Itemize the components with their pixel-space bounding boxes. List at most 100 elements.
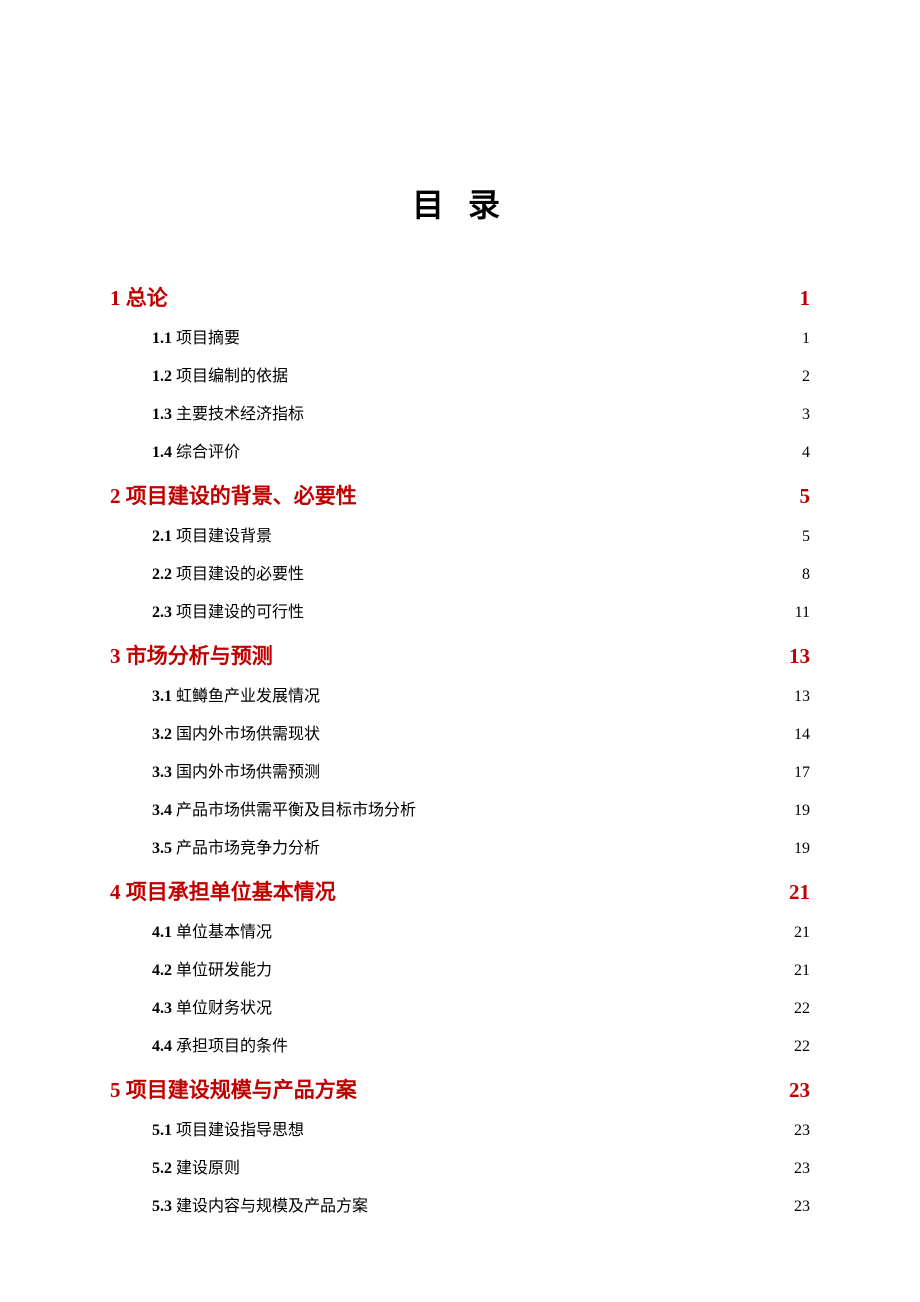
toc-level2-num: 5.1 (152, 1122, 172, 1139)
toc-level2-label: 4.1 单位基本情况 (152, 918, 272, 942)
toc-level2-page: 2 (802, 368, 810, 386)
toc-level2-page: 8 (802, 566, 810, 584)
toc-level2-page: 22 (794, 1038, 810, 1056)
toc-container: 1 总论 11.1 项目摘要 11.2 项目编制的依据 21.3 主要技术经济指… (110, 282, 810, 1216)
toc-level2-num: 2.1 (152, 528, 172, 545)
toc-level1-page: 5 (800, 484, 811, 509)
toc-level1-page: 21 (789, 880, 810, 905)
toc-level2-label: 5.1 项目建设指导思想 (152, 1116, 304, 1140)
toc-level2-text: 承担项目的条件 (172, 1038, 288, 1055)
toc-level1-row: 2 项目建设的背景、必要性 5 (110, 480, 810, 510)
toc-level1-row: 3 市场分析与预测 13 (110, 640, 810, 670)
toc-level2-page: 19 (794, 802, 810, 820)
toc-level2-page: 4 (802, 444, 810, 462)
toc-section: 2 项目建设的背景、必要性 52.1 项目建设背景 52.2 项目建设的必要性 … (110, 480, 810, 622)
toc-level1-row: 5 项目建设规模与产品方案 23 (110, 1074, 810, 1104)
toc-level2-text: 国内外市场供需现状 (172, 726, 320, 743)
toc-level2-page: 11 (795, 604, 810, 622)
toc-level2-num: 4.4 (152, 1038, 172, 1055)
toc-level2-text: 建设内容与规模及产品方案 (172, 1198, 368, 1215)
toc-level2-label: 2.1 项目建设背景 (152, 522, 272, 546)
toc-level2-num: 3.4 (152, 802, 172, 819)
toc-level2-label: 4.3 单位财务状况 (152, 994, 272, 1018)
toc-level1-page: 1 (800, 286, 811, 311)
toc-level2-text: 项目编制的依据 (172, 368, 288, 385)
toc-level2-num: 3.5 (152, 840, 172, 857)
toc-level2-label: 4.4 承担项目的条件 (152, 1032, 288, 1056)
toc-level2-num: 4.1 (152, 924, 172, 941)
toc-level2-text: 单位基本情况 (172, 924, 272, 941)
toc-level2-page: 1 (802, 330, 810, 348)
toc-level2-label: 1.1 项目摘要 (152, 324, 240, 348)
toc-level2-page: 17 (794, 764, 810, 782)
toc-level2-text: 项目建设指导思想 (172, 1122, 304, 1139)
toc-level2-page: 21 (794, 924, 810, 942)
toc-level2-text: 项目建设背景 (172, 528, 272, 545)
toc-level2-text: 建设原则 (172, 1160, 240, 1177)
toc-level2-text: 产品市场竞争力分析 (172, 840, 320, 857)
toc-level2-page: 19 (794, 840, 810, 858)
toc-level1-label: 5 项目建设规模与产品方案 (110, 1074, 357, 1104)
toc-level2-num: 1.3 (152, 406, 172, 423)
toc-level1-page: 23 (789, 1078, 810, 1103)
toc-level2-label: 2.2 项目建设的必要性 (152, 560, 304, 584)
toc-level2-label: 2.3 项目建设的可行性 (152, 598, 304, 622)
toc-level2-page: 3 (802, 406, 810, 424)
toc-level2-text: 综合评价 (172, 444, 240, 461)
toc-level2-row: 4.2 单位研发能力 21 (110, 956, 810, 980)
toc-level2-text: 项目摘要 (172, 330, 240, 347)
toc-level2-row: 3.3 国内外市场供需预测 17 (110, 758, 810, 782)
toc-level2-num: 3.3 (152, 764, 172, 781)
toc-level2-row: 2.3 项目建设的可行性 11 (110, 598, 810, 622)
toc-level2-row: 1.1 项目摘要 1 (110, 324, 810, 348)
toc-level2-text: 国内外市场供需预测 (172, 764, 320, 781)
toc-level2-page: 23 (794, 1160, 810, 1178)
toc-level2-label: 4.2 单位研发能力 (152, 956, 272, 980)
toc-level2-num: 5.3 (152, 1198, 172, 1215)
toc-level2-row: 5.2 建设原则 23 (110, 1154, 810, 1178)
toc-level2-page: 22 (794, 1000, 810, 1018)
toc-level2-label: 3.3 国内外市场供需预测 (152, 758, 320, 782)
toc-level2-row: 5.1 项目建设指导思想 23 (110, 1116, 810, 1140)
toc-level2-page: 14 (794, 726, 810, 744)
toc-level2-num: 4.2 (152, 962, 172, 979)
toc-level2-row: 4.3 单位财务状况 22 (110, 994, 810, 1018)
toc-section: 1 总论 11.1 项目摘要 11.2 项目编制的依据 21.3 主要技术经济指… (110, 282, 810, 462)
toc-level1-label: 4 项目承担单位基本情况 (110, 876, 336, 906)
toc-level2-num: 1.4 (152, 444, 172, 461)
toc-level2-text: 项目建设的可行性 (172, 604, 304, 621)
toc-level2-row: 5.3 建设内容与规模及产品方案 23 (110, 1192, 810, 1216)
toc-level2-label: 3.2 国内外市场供需现状 (152, 720, 320, 744)
toc-section: 5 项目建设规模与产品方案 235.1 项目建设指导思想 235.2 建设原则 … (110, 1074, 810, 1216)
toc-level2-label: 3.4 产品市场供需平衡及目标市场分析 (152, 796, 416, 820)
toc-level2-label: 5.2 建设原则 (152, 1154, 240, 1178)
toc-level1-label: 2 项目建设的背景、必要性 (110, 480, 357, 510)
toc-level2-row: 4.4 承担项目的条件 22 (110, 1032, 810, 1056)
toc-level2-num: 4.3 (152, 1000, 172, 1017)
toc-level2-num: 3.2 (152, 726, 172, 743)
toc-level2-text: 产品市场供需平衡及目标市场分析 (172, 802, 416, 819)
toc-level2-num: 5.2 (152, 1160, 172, 1177)
toc-section: 4 项目承担单位基本情况 214.1 单位基本情况 214.2 单位研发能力 2… (110, 876, 810, 1056)
toc-level2-num: 1.2 (152, 368, 172, 385)
toc-level2-text: 主要技术经济指标 (172, 406, 304, 423)
toc-level1-row: 4 项目承担单位基本情况 21 (110, 876, 810, 906)
toc-level2-text: 单位研发能力 (172, 962, 272, 979)
toc-level2-row: 1.2 项目编制的依据 2 (110, 362, 810, 386)
toc-level2-num: 1.1 (152, 330, 172, 347)
toc-level2-text: 单位财务状况 (172, 1000, 272, 1017)
toc-level2-label: 1.4 综合评价 (152, 438, 240, 462)
toc-level2-row: 4.1 单位基本情况 21 (110, 918, 810, 942)
toc-level2-row: 2.1 项目建设背景 5 (110, 522, 810, 546)
toc-level2-row: 3.5 产品市场竞争力分析 19 (110, 834, 810, 858)
toc-level1-page: 13 (789, 644, 810, 669)
toc-level2-num: 2.3 (152, 604, 172, 621)
toc-level2-row: 1.3 主要技术经济指标 3 (110, 400, 810, 424)
toc-level2-label: 3.5 产品市场竞争力分析 (152, 834, 320, 858)
toc-level1-label: 1 总论 (110, 282, 168, 312)
toc-level2-label: 1.3 主要技术经济指标 (152, 400, 304, 424)
toc-level2-num: 3.1 (152, 688, 172, 705)
toc-level2-label: 1.2 项目编制的依据 (152, 362, 288, 386)
toc-level2-row: 3.1 虹鳟鱼产业发展情况 13 (110, 682, 810, 706)
toc-level2-text: 项目建设的必要性 (172, 566, 304, 583)
